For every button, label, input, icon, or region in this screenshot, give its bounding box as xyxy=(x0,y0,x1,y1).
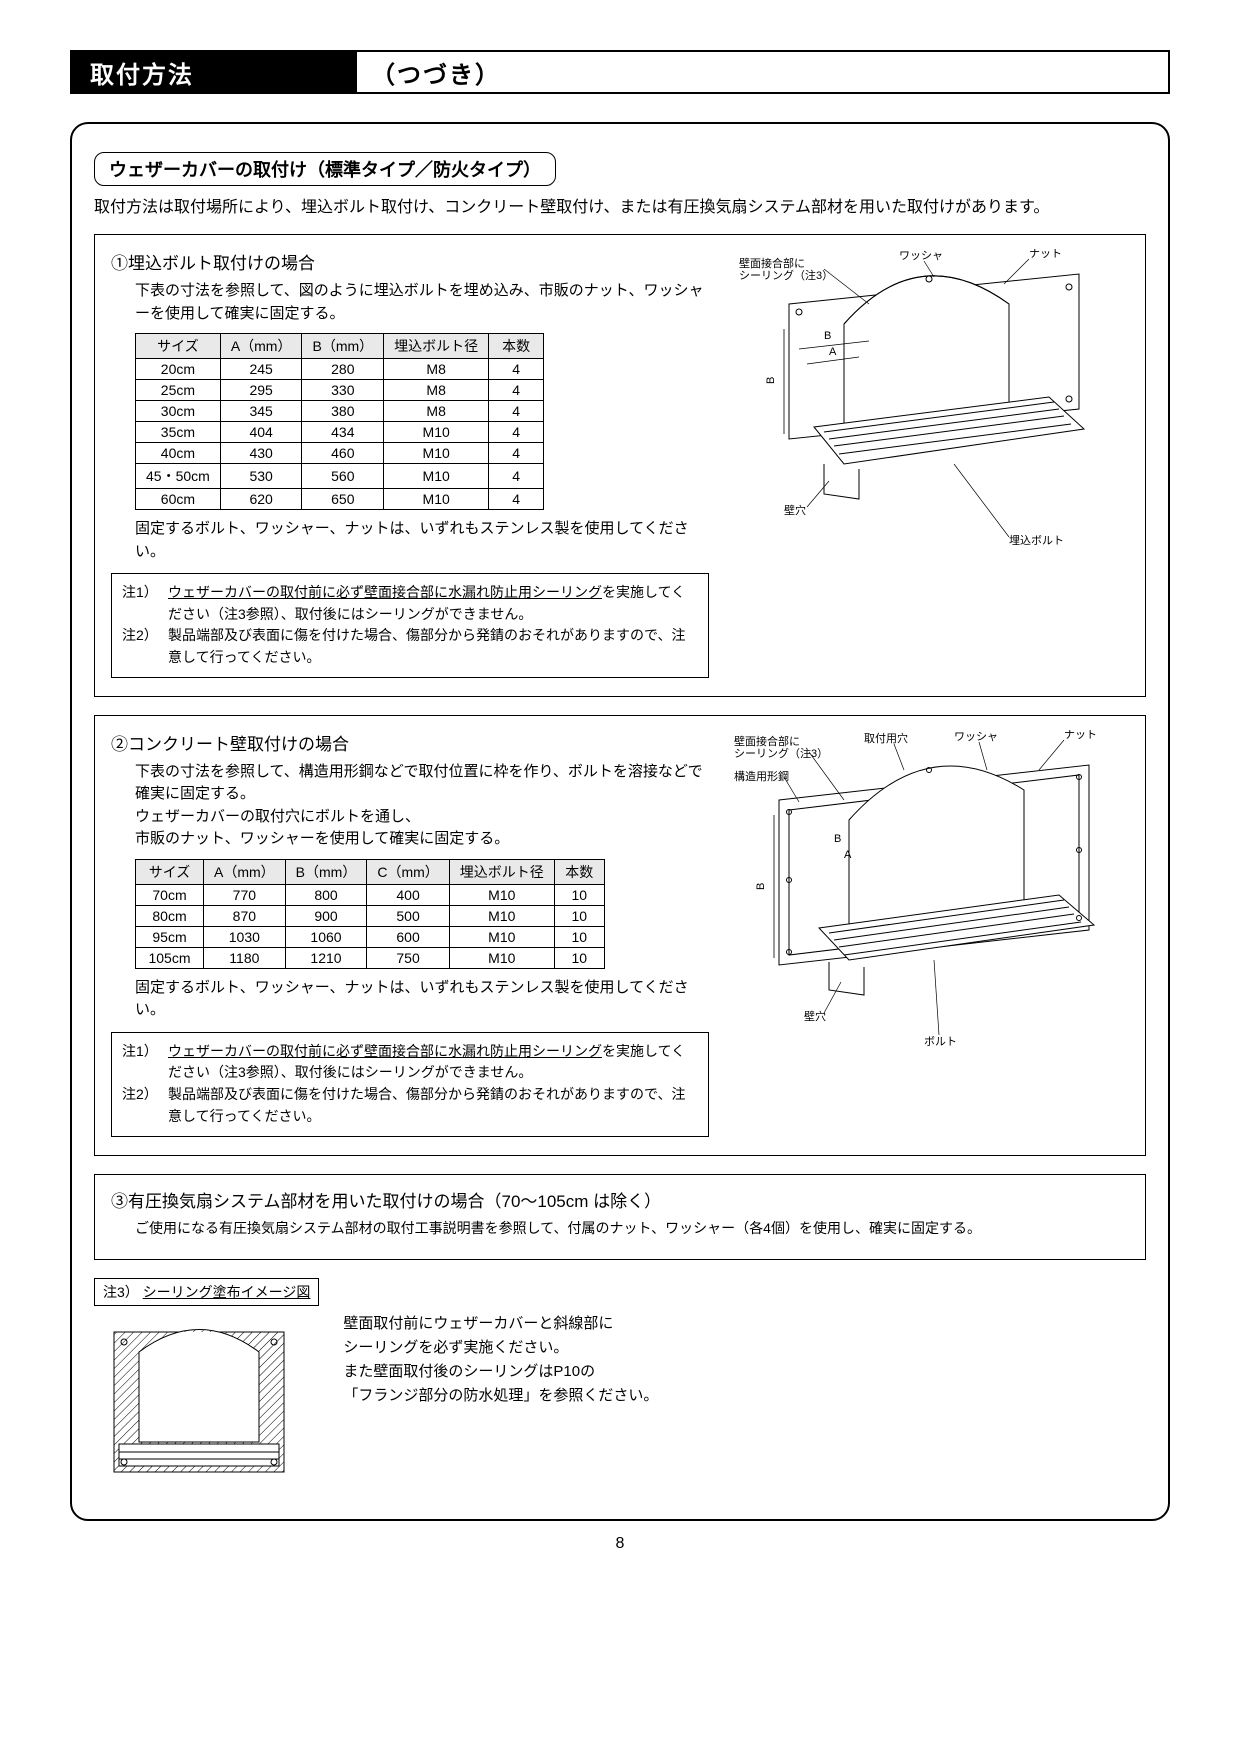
header-title-black: 取付方法 xyxy=(72,52,357,92)
page-header: 取付方法 （つづき） xyxy=(70,50,1170,94)
table-row: 105cm11801210750M1010 xyxy=(136,947,605,968)
note3-label: 注3） シーリング塗布イメージ図 xyxy=(94,1278,319,1306)
method2-table: サイズA（mm）B（mm）C（mm）埋込ボルト径本数 70cm770800400… xyxy=(135,859,605,969)
svg-text:B: B xyxy=(834,833,841,845)
note-label: 注2） xyxy=(122,625,168,668)
svg-text:ボルト: ボルト xyxy=(924,1035,957,1048)
method2-box: ②コンクリート壁取付けの場合 下表の寸法を参照して、構造用形鋼などで取付位置に枠… xyxy=(94,715,1146,1156)
table-header: B（mm） xyxy=(302,334,384,359)
method3-desc: ご使用になる有圧換気扇システム部材の取付工事説明書を参照して、付属のナット、ワッ… xyxy=(135,1218,1129,1239)
table-row: 60cm620650M104 xyxy=(136,489,544,510)
svg-text:B: B xyxy=(765,377,777,384)
method2-table-note: 固定するボルト、ワッシャー、ナットは、いずれもステンレス製を使用してください。 xyxy=(135,977,709,1022)
section-label: ウェザーカバーの取付け（標準タイプ／防火タイプ） xyxy=(94,152,556,186)
svg-text:ワッシャ: ワッシャ xyxy=(954,731,998,743)
svg-text:壁穴: 壁穴 xyxy=(804,1009,826,1023)
table-row: 35cm404434M104 xyxy=(136,422,544,443)
table-row: 95cm10301060600M1010 xyxy=(136,926,605,947)
method1-box: ①埋込ボルト取付けの場合 下表の寸法を参照して、図のように埋込ボルトを埋め込み、… xyxy=(94,234,1146,697)
method2-notes: 注1） ウェザーカバーの取付前に必ず壁面接合部に水漏れ防止用シーリングを実施して… xyxy=(111,1032,709,1137)
svg-text:壁面接合部にシーリング（注3）: 壁面接合部にシーリング（注3） xyxy=(739,256,833,282)
table-header: A（mm） xyxy=(220,334,302,359)
svg-text:ナット: ナット xyxy=(1064,730,1097,741)
note3-text: 壁面取付前にウェザーカバーと斜線部にシーリングを必ず実施ください。また壁面取付後… xyxy=(343,1278,658,1408)
table-header: C（mm） xyxy=(367,859,449,884)
table-row: 25cm295330M84 xyxy=(136,380,544,401)
svg-text:ナット: ナット xyxy=(1029,249,1062,260)
method1-table: サイズA（mm）B（mm）埋込ボルト径本数 20cm245280M8425cm2… xyxy=(135,333,544,510)
table-header: サイズ xyxy=(136,859,204,884)
table-row: 20cm245280M84 xyxy=(136,359,544,380)
table-header: 本数 xyxy=(489,334,544,359)
table-header: 本数 xyxy=(554,859,604,884)
note-label: 注1） xyxy=(122,1041,168,1084)
method3-title: ③有圧換気扇システム部材を用いた取付けの場合（70～105cm は除く） xyxy=(111,1187,1129,1212)
method1-notes: 注1） ウェザーカバーの取付前に必ず壁面接合部に水漏れ防止用シーリングを実施して… xyxy=(111,573,709,678)
method1-desc: 下表の寸法を参照して、図のように埋込ボルトを埋め込み、市販のナット、ワッシャーを… xyxy=(135,280,709,325)
svg-text:取付用穴: 取付用穴 xyxy=(864,731,908,745)
table-header: 埋込ボルト径 xyxy=(384,334,489,359)
table-header: サイズ xyxy=(136,334,221,359)
table-header: 埋込ボルト径 xyxy=(449,859,554,884)
method2-title: ②コンクリート壁取付けの場合 xyxy=(111,730,709,755)
method3-box: ③有圧換気扇システム部材を用いた取付けの場合（70～105cm は除く） ご使用… xyxy=(94,1174,1146,1260)
table-row: 80cm870900500M1010 xyxy=(136,905,605,926)
note-label: 注2） xyxy=(122,1084,168,1127)
svg-text:構造用形鋼: 構造用形鋼 xyxy=(734,769,789,783)
table-header: A（mm） xyxy=(204,859,286,884)
method2-desc: 下表の寸法を参照して、構造用形鋼などで取付位置に枠を作り、ボルトを溶接などで確実… xyxy=(135,761,709,851)
method1-title: ①埋込ボルト取付けの場合 xyxy=(111,249,709,274)
table-row: 70cm770800400M1010 xyxy=(136,884,605,905)
note-label: 注1） xyxy=(122,582,168,625)
svg-text:埋込ボルト: 埋込ボルト xyxy=(1009,534,1064,547)
svg-text:ワッシャ: ワッシャ xyxy=(899,250,943,262)
svg-text:B: B xyxy=(824,330,831,342)
method1-diagram: B A B 壁面接合部にシーリング（注3） ワッシャ ナット xyxy=(729,249,1129,569)
svg-text:A: A xyxy=(829,346,837,358)
main-content-box: ウェザーカバーの取付け（標準タイプ／防火タイプ） 取付方法は取付場所により、埋込… xyxy=(70,122,1170,1521)
table-row: 45・50cm530560M104 xyxy=(136,464,544,489)
table-row: 40cm430460M104 xyxy=(136,443,544,464)
intro-text: 取付方法は取付場所により、埋込ボルト取付け、コンクリート壁取付け、または有圧換気… xyxy=(94,196,1146,220)
svg-text:A: A xyxy=(844,849,852,861)
table-row: 30cm345380M84 xyxy=(136,401,544,422)
note3-diagram xyxy=(94,1312,314,1492)
header-triangle-icon xyxy=(335,52,357,92)
method1-table-note: 固定するボルト、ワッシャー、ナットは、いずれもステンレス製を使用してください。 xyxy=(135,518,709,563)
svg-text:壁面接合部にシーリング（注3）: 壁面接合部にシーリング（注3） xyxy=(734,734,828,760)
method2-diagram: B 壁面接合部にシーリング（注3） 取付用穴 ワッシャ ナット 構造用形鋼 xyxy=(729,730,1129,1060)
svg-text:B: B xyxy=(755,882,767,889)
note3-section: 注3） シーリング塗布イメージ図 xyxy=(94,1278,1146,1497)
page-number: 8 xyxy=(70,1535,1170,1553)
table-header: B（mm） xyxy=(285,859,367,884)
svg-text:壁穴: 壁穴 xyxy=(784,503,806,517)
header-title-white: （つづき） xyxy=(357,52,501,92)
